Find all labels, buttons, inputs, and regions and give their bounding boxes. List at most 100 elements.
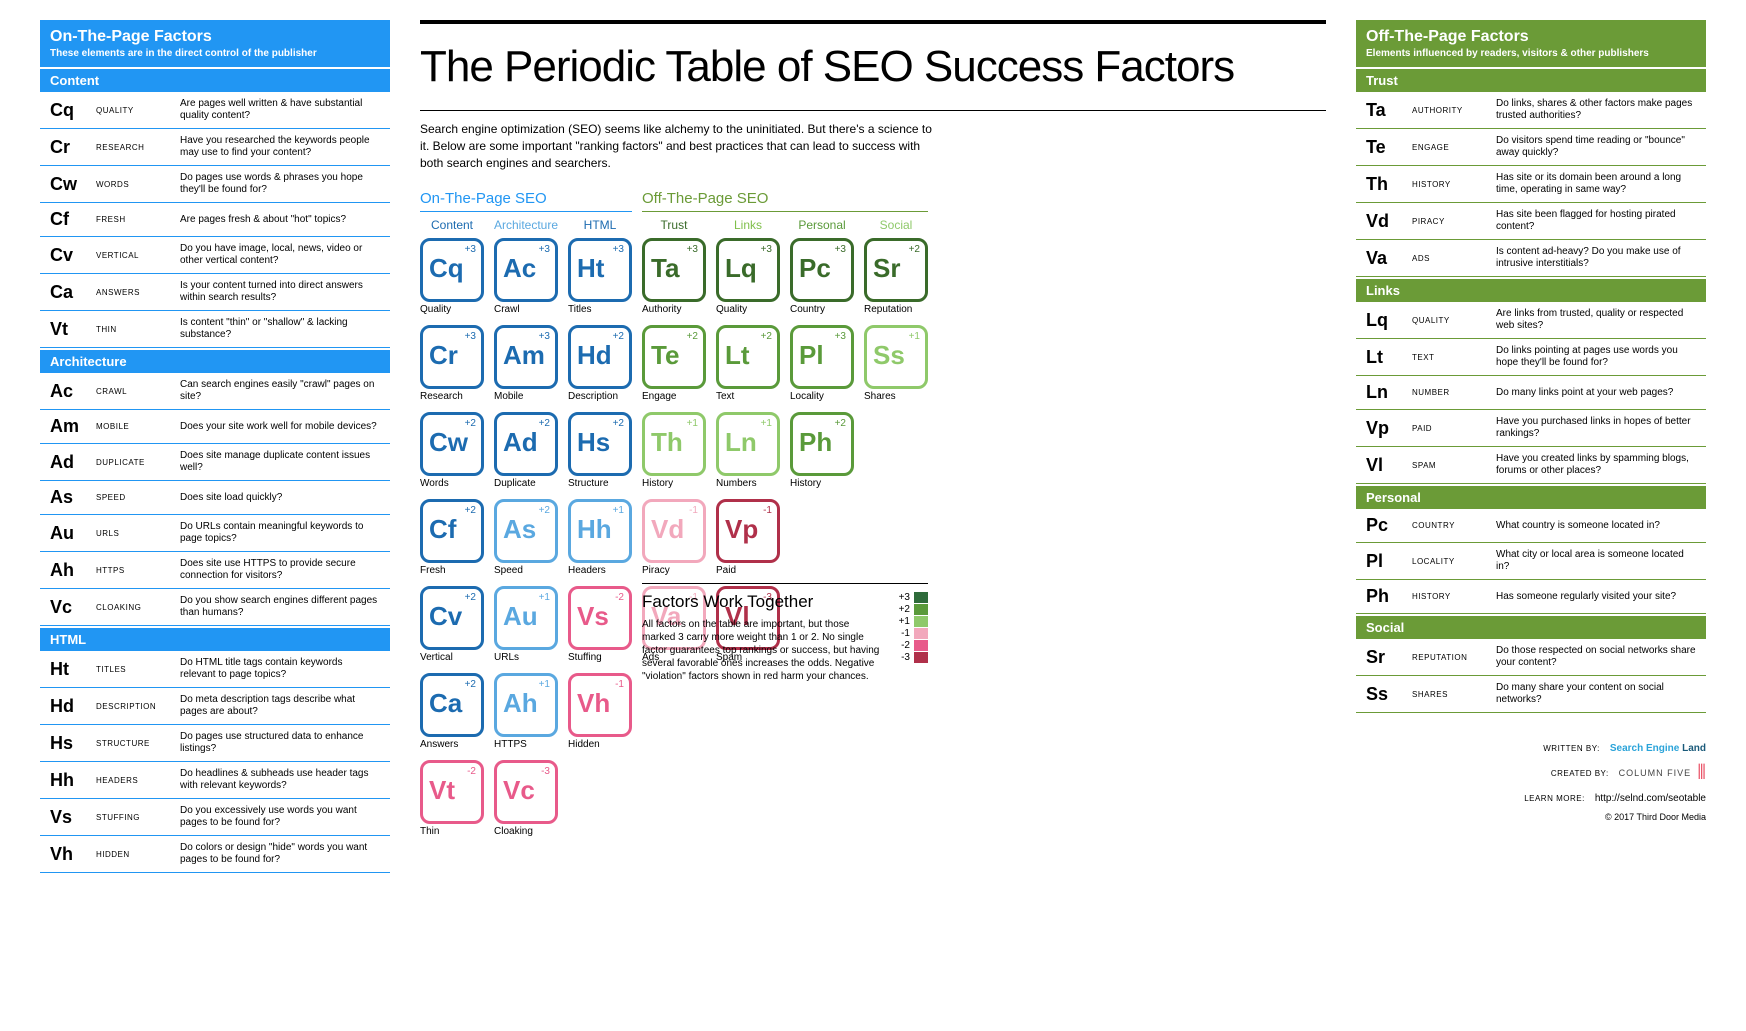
cell-weight: -1 [689, 505, 698, 516]
factor-name: STRUCTURE [96, 739, 168, 748]
grid-row: +3CqQuality+3AcCrawl+3HtTitles+3TaAuthor… [420, 238, 1326, 315]
factor-desc: Is content "thin" or "shallow" & lacking… [180, 317, 380, 341]
cell-symbol: Vt [429, 777, 475, 803]
factor-symbol: Vs [50, 807, 84, 828]
element-cell-ph: +2Ph [790, 412, 854, 476]
factor-row: AmMOBILEDoes your site work well for mob… [40, 410, 390, 444]
cell-label: Quality [716, 304, 780, 315]
legend-swatch [914, 652, 928, 663]
cell-weight: +3 [613, 244, 624, 255]
cell-label: Piracy [642, 565, 706, 576]
element-cell-ht: +3Ht [568, 238, 632, 302]
cell-symbol: Ac [503, 255, 549, 281]
cell-label: Duplicate [494, 478, 558, 489]
on-page-panel-header: On-The-Page Factors These elements are i… [40, 20, 390, 67]
factor-desc: Do many links point at your web pages? [1496, 387, 1696, 399]
cell-label: Engage [642, 391, 706, 402]
factor-row: ThHISTORYHas site or its domain been aro… [1356, 166, 1706, 203]
section-header: Content [40, 69, 390, 92]
cell-label: Research [420, 391, 484, 402]
cell-weight: -1 [763, 505, 772, 516]
cell-weight: +1 [613, 505, 624, 516]
cell-symbol: Ta [651, 255, 697, 281]
factor-symbol: Ht [50, 659, 84, 680]
factor-desc: Are links from trusted, quality or respe… [1496, 308, 1696, 332]
factor-desc: Are pages well written & have substantia… [180, 98, 380, 122]
factor-desc: Do colors or design "hide" words you wan… [180, 842, 380, 866]
cell-weight: +2 [909, 244, 920, 255]
element-cell-hh: +1Hh [568, 499, 632, 563]
search-engine-land-logo: Search Engine Land [1610, 743, 1706, 754]
factor-name: FRESH [96, 215, 168, 224]
factor-desc: Does site use HTTPS to provide secure co… [180, 558, 380, 582]
factor-row: PhHISTORYHas someone regularly visited y… [1356, 580, 1706, 614]
cell-symbol: Ad [503, 429, 549, 455]
grid-row: +2CaAnswers+1AhHTTPS-1VhHidden [420, 673, 1326, 750]
factor-row: VhHIDDENDo colors or design "hide" words… [40, 836, 390, 873]
factor-desc: Do you excessively use words you want pa… [180, 805, 380, 829]
cell-symbol: Vh [577, 690, 623, 716]
off-page-factors-panel: Off-The-Page Factors Elements influenced… [1356, 20, 1706, 822]
cell-weight: +2 [539, 418, 550, 429]
cell-weight: +2 [613, 331, 624, 342]
factor-name: QUALITY [1412, 316, 1484, 325]
cell-symbol: Th [651, 429, 697, 455]
cell-symbol: Hd [577, 342, 623, 368]
cell-label: Vertical [420, 652, 484, 663]
legend-swatch [914, 640, 928, 651]
cell-weight: +2 [539, 505, 550, 516]
legend-item: +2 [894, 604, 928, 615]
factor-row: VsSTUFFINGDo you excessively use words y… [40, 799, 390, 836]
factors-text: All factors on the table are important, … [642, 618, 882, 683]
factor-row: VaADSIs content ad-heavy? Do you make us… [1356, 240, 1706, 277]
cell-symbol: Hh [577, 516, 623, 542]
cell-label: Answers [420, 739, 484, 750]
factor-name: TITLES [96, 665, 168, 674]
element-cell-lt: +2Lt [716, 325, 780, 389]
factor-desc: What country is someone located in? [1496, 520, 1696, 532]
cell-symbol: Sr [873, 255, 919, 281]
cell-weight: +3 [539, 331, 550, 342]
cell-label: Text [716, 391, 780, 402]
cell-symbol: Pl [799, 342, 845, 368]
cell-symbol: Cw [429, 429, 475, 455]
factor-name: ANSWERS [96, 288, 168, 297]
factor-name: REPUTATION [1412, 653, 1484, 662]
factor-name: LOCALITY [1412, 557, 1484, 566]
element-cell-ta: +3Ta [642, 238, 706, 302]
element-cell-vs: -2Vs [568, 586, 632, 650]
factor-symbol: Cq [50, 100, 84, 121]
factor-name: HIDDEN [96, 850, 168, 859]
factors-title: Factors Work Together [642, 592, 882, 612]
cell-label: Speed [494, 565, 558, 576]
factor-symbol: Cw [50, 174, 84, 195]
factor-symbol: Ah [50, 560, 84, 581]
cell-symbol: Vs [577, 603, 623, 629]
element-cell-cw: +2Cw [420, 412, 484, 476]
cell-symbol: Am [503, 342, 549, 368]
created-by-label: CREATED BY: [1551, 769, 1609, 778]
element-cell-vc: -3Vc [494, 760, 558, 824]
factor-symbol: Va [1366, 248, 1400, 269]
legend-item: +3 [894, 592, 928, 603]
cell-weight: +1 [761, 418, 772, 429]
cell-label: Paid [716, 565, 780, 576]
factor-desc: Do links, shares & other factors make pa… [1496, 98, 1696, 122]
element-cell-vh: -1Vh [568, 673, 632, 737]
periodic-grid: +3CqQuality+3AcCrawl+3HtTitles+3TaAuthor… [420, 238, 1326, 683]
element-cell-th: +1Th [642, 412, 706, 476]
factor-symbol: Ad [50, 452, 84, 473]
cell-weight: +1 [539, 679, 550, 690]
factor-row: LqQUALITYAre links from trusted, quality… [1356, 302, 1706, 339]
factor-symbol: Ac [50, 381, 84, 402]
off-page-panel-title: Off-The-Page Factors [1366, 28, 1696, 46]
factor-name: HISTORY [1412, 180, 1484, 189]
cell-label: Shares [864, 391, 928, 402]
factor-desc: Does site manage duplicate content issue… [180, 450, 380, 474]
factor-row: SrREPUTATIONDo those respected on social… [1356, 639, 1706, 676]
factor-symbol: Vc [50, 597, 84, 618]
factor-desc: Have you researched the keywords people … [180, 135, 380, 159]
cell-symbol: Cr [429, 342, 475, 368]
section-header: Personal [1356, 486, 1706, 509]
cell-label: History [642, 478, 706, 489]
